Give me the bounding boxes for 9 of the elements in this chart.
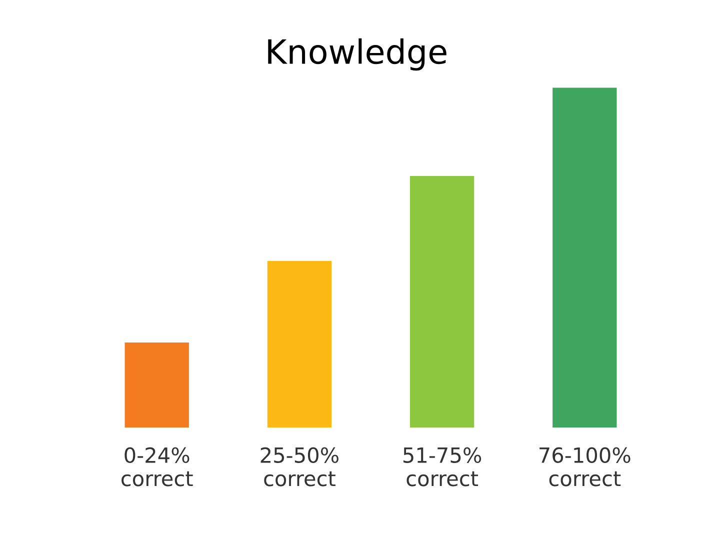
bar <box>267 260 332 428</box>
bar <box>410 176 474 428</box>
x-tick-label: 0-24% correct <box>122 447 193 486</box>
chart-title: Knowledge <box>268 38 446 71</box>
x-tick-label: 25-50% correct <box>260 447 338 486</box>
bar <box>552 88 617 428</box>
x-tick-label: 51-75% correct <box>404 447 482 486</box>
bar <box>124 342 189 428</box>
x-tick-label: 76-100% correct <box>540 447 630 486</box>
